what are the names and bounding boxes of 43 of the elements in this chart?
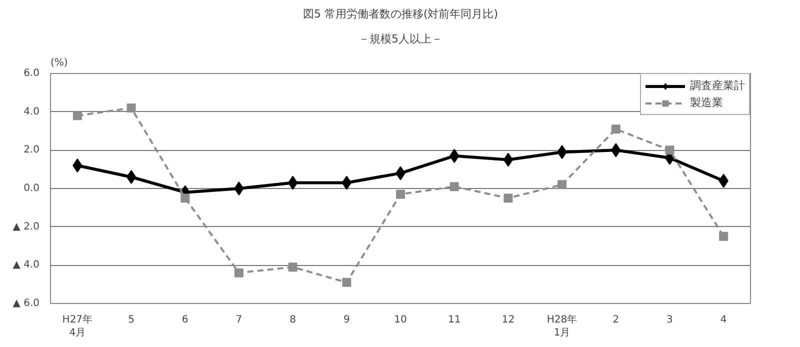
x-tick-label: 7 (236, 314, 242, 326)
point (288, 262, 298, 272)
y-tick-label: ▲ 2.0 (12, 221, 40, 232)
y-tick-label: 4.0 (24, 106, 40, 118)
point (611, 124, 620, 134)
point (126, 170, 136, 184)
point (665, 146, 674, 155)
point (396, 190, 405, 199)
y-tick-label: ▲ 4.0 (12, 260, 40, 271)
point (234, 268, 244, 278)
point (558, 180, 567, 190)
x-tick-label: 6 (182, 314, 188, 326)
y-axis-title: (%) (50, 58, 68, 68)
x-tick-label: 12 (502, 314, 515, 326)
x-tick-label: 5 (128, 314, 134, 326)
y-tick-label: ▲ 6.0 (12, 298, 40, 309)
point (126, 104, 136, 112)
chart-title: 図5 常用労働者数の推移(対前年同月比) (302, 8, 498, 20)
point (503, 152, 514, 167)
x-tick-label: H27年 4月 (62, 314, 93, 339)
x-tick-label: 9 (343, 314, 350, 326)
point (450, 182, 459, 192)
legend-label: 製造業 (690, 95, 723, 110)
x-tick-label: 2 (612, 314, 620, 326)
chart-subtitle: －規模5人以上－ (358, 32, 442, 46)
point (288, 176, 298, 190)
y-tick-label: 6.0 (24, 68, 40, 79)
x-tick-label: 8 (290, 314, 296, 326)
y-tick-label: 2.0 (24, 144, 40, 156)
point (72, 158, 82, 172)
x-tick-label: 3 (666, 314, 673, 326)
point (719, 232, 728, 241)
y-tick-label: 0.0 (24, 183, 40, 194)
point (72, 111, 82, 120)
x-tick-label: 4 (720, 314, 727, 326)
legend-label: 調査産業計 (690, 78, 745, 93)
point (180, 194, 190, 203)
point (504, 194, 513, 203)
x-tick-label: H28年 1月 (546, 314, 578, 339)
point (342, 278, 352, 287)
x-tick-label: 10 (394, 314, 407, 326)
x-tick-label: 11 (448, 314, 461, 326)
point (234, 182, 244, 196)
